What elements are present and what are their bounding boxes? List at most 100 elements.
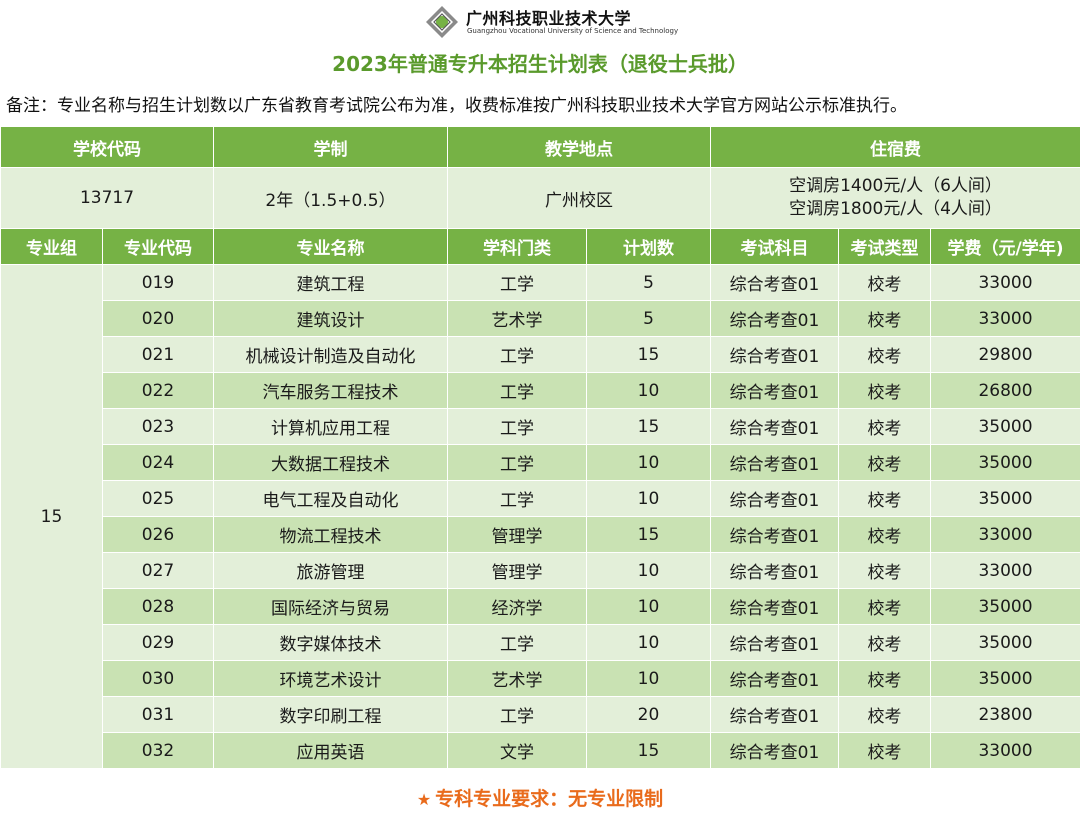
column-header: 考试科目	[710, 228, 839, 265]
dorm-fee-line: 空调房1800元/人（4人间）	[789, 199, 1002, 219]
exam-subject: 综合考查01	[710, 480, 839, 517]
remark-note: 备注：专业名称与招生计划数以广东省教育考试院公布为准，收费标准按广州科技职业技术…	[6, 96, 907, 116]
exam-type: 校考	[838, 624, 931, 661]
tuition-fee: 35000	[929, 444, 1080, 481]
tuition-fee: 26800	[929, 372, 1080, 409]
major-name: 汽车服务工程技术	[213, 372, 448, 409]
table-row: 028 国际经济与贸易 经济学 10 综合考查01 校考 35000	[1, 588, 1080, 625]
exam-subject: 综合考查01	[710, 336, 839, 373]
major-group: 15	[0, 264, 103, 769]
major-name: 建筑设计	[213, 300, 448, 337]
exam-type: 校考	[838, 516, 931, 553]
table-row: 031 数字印刷工程 工学 20 综合考查01 校考 23800	[1, 696, 1080, 733]
major-name: 大数据工程技术	[213, 444, 448, 481]
exam-type: 校考	[838, 444, 931, 481]
table-row: 026 物流工程技术 管理学 15 综合考查01 校考 33000	[1, 516, 1080, 553]
subject-category: 文学	[447, 732, 587, 769]
exam-subject: 综合考查01	[710, 372, 839, 409]
tuition-fee: 33000	[929, 732, 1080, 769]
exam-type: 校考	[838, 480, 931, 517]
table-row: 020 建筑设计 艺术学 5 综合考查01 校考 33000	[1, 300, 1080, 337]
exam-subject: 综合考查01	[710, 408, 839, 445]
tuition-fee: 33000	[929, 300, 1080, 337]
exam-type: 校考	[838, 588, 931, 625]
major-name: 数字媒体技术	[213, 624, 448, 661]
major-name: 旅游管理	[213, 552, 448, 589]
exam-type: 校考	[838, 660, 931, 697]
exam-type: 校考	[838, 552, 931, 589]
table-row: 021 机械设计制造及自动化 工学 15 综合考查01 校考 29800	[1, 336, 1080, 373]
tuition-fee: 23800	[929, 696, 1080, 733]
table-row: 024 大数据工程技术 工学 10 综合考查01 校考 35000	[1, 444, 1080, 481]
tuition-fee: 33000	[929, 264, 1080, 301]
tuition-fee: 35000	[929, 588, 1080, 625]
major-name: 环境艺术设计	[213, 660, 448, 697]
plan-count: 5	[586, 300, 711, 337]
plan-count: 10	[586, 480, 711, 517]
major-name: 电气工程及自动化	[213, 480, 448, 517]
dorm-fee-header: 住宿费	[709, 126, 1080, 168]
major-code: 028	[102, 588, 214, 625]
tuition-fee: 33000	[929, 516, 1080, 553]
exam-type: 校考	[838, 300, 931, 337]
subject-category: 管理学	[447, 516, 587, 553]
exam-subject: 综合考查01	[710, 588, 839, 625]
plan-count: 10	[586, 552, 711, 589]
dorm-fee: 空调房1400元/人（6人间） 空调房1800元/人（4人间）	[709, 167, 1080, 229]
dorm-fee-line: 空调房1400元/人（6人间）	[789, 176, 1002, 196]
footer-requirement: ★ 专科专业要求：无专业限制	[0, 784, 1080, 811]
subject-category: 艺术学	[447, 660, 587, 697]
major-code: 019	[102, 264, 214, 301]
table-row: 15 019 建筑工程 工学 5 综合考查01 校考 33000	[0, 264, 1080, 769]
enrollment-plan-table: 学校代码 学制 教学地点 住宿费 13717 2年（1.5+0.5） 广州校区 …	[0, 126, 1080, 769]
exam-subject: 综合考查01	[710, 552, 839, 589]
subject-category: 工学	[447, 696, 587, 733]
university-logo: 广州科技职业技术大学 Guangzhou Vocational Universi…	[0, 0, 1080, 44]
plan-count: 15	[586, 516, 711, 553]
tuition-fee: 35000	[929, 624, 1080, 661]
major-code: 022	[102, 372, 214, 409]
tuition-fee: 33000	[929, 552, 1080, 589]
exam-type: 校考	[838, 732, 931, 769]
school-code: 13717	[0, 167, 214, 229]
school-system-header: 学制	[213, 126, 448, 168]
column-header-row: 专业组 专业代码 专业名称 学科门类 计划数 考试科目 考试类型 学费（元/学年…	[0, 228, 1080, 265]
major-name: 国际经济与贸易	[213, 588, 448, 625]
column-header: 计划数	[586, 228, 711, 265]
plan-count: 10	[586, 624, 711, 661]
table-row: 027 旅游管理 管理学 10 综合考查01 校考 33000	[1, 552, 1080, 589]
exam-type: 校考	[838, 408, 931, 445]
requirement-text: 专科专业要求：无专业限制	[435, 788, 664, 810]
subject-category: 工学	[447, 480, 587, 517]
subject-category: 工学	[447, 372, 587, 409]
major-name: 应用英语	[213, 732, 448, 769]
major-code: 030	[102, 660, 214, 697]
exam-subject: 综合考查01	[710, 516, 839, 553]
exam-subject: 综合考查01	[710, 696, 839, 733]
school-code-header: 学校代码	[0, 126, 214, 168]
exam-subject: 综合考查01	[710, 444, 839, 481]
university-emblem-icon	[426, 6, 458, 38]
exam-subject: 综合考查01	[710, 624, 839, 661]
major-code: 021	[102, 336, 214, 373]
exam-subject: 综合考查01	[710, 300, 839, 337]
table-row: 022 汽车服务工程技术 工学 10 综合考查01 校考 26800	[1, 372, 1080, 409]
star-icon: ★	[416, 790, 432, 809]
exam-subject: 综合考查01	[710, 660, 839, 697]
subject-category: 艺术学	[447, 300, 587, 337]
major-code: 031	[102, 696, 214, 733]
major-code: 027	[102, 552, 214, 589]
table-row: 030 环境艺术设计 艺术学 10 综合考查01 校考 35000	[1, 660, 1080, 697]
teaching-location-header: 教学地点	[447, 126, 711, 168]
column-header: 学费（元/学年)	[929, 228, 1080, 265]
column-header: 学科门类	[447, 228, 587, 265]
plan-count: 10	[586, 444, 711, 481]
subject-category: 工学	[447, 444, 587, 481]
plan-count: 10	[586, 660, 711, 697]
subject-category: 工学	[447, 336, 587, 373]
table-row: 025 电气工程及自动化 工学 10 综合考查01 校考 35000	[1, 480, 1080, 517]
page-title: 2023年普通专升本招生计划表（退役士兵批）	[332, 52, 748, 76]
table-row: 023 计算机应用工程 工学 15 综合考查01 校考 35000	[1, 408, 1080, 445]
school-info-row: 13717 2年（1.5+0.5） 广州校区 空调房1400元/人（6人间） 空…	[0, 167, 1080, 229]
subject-category: 工学	[447, 264, 587, 301]
